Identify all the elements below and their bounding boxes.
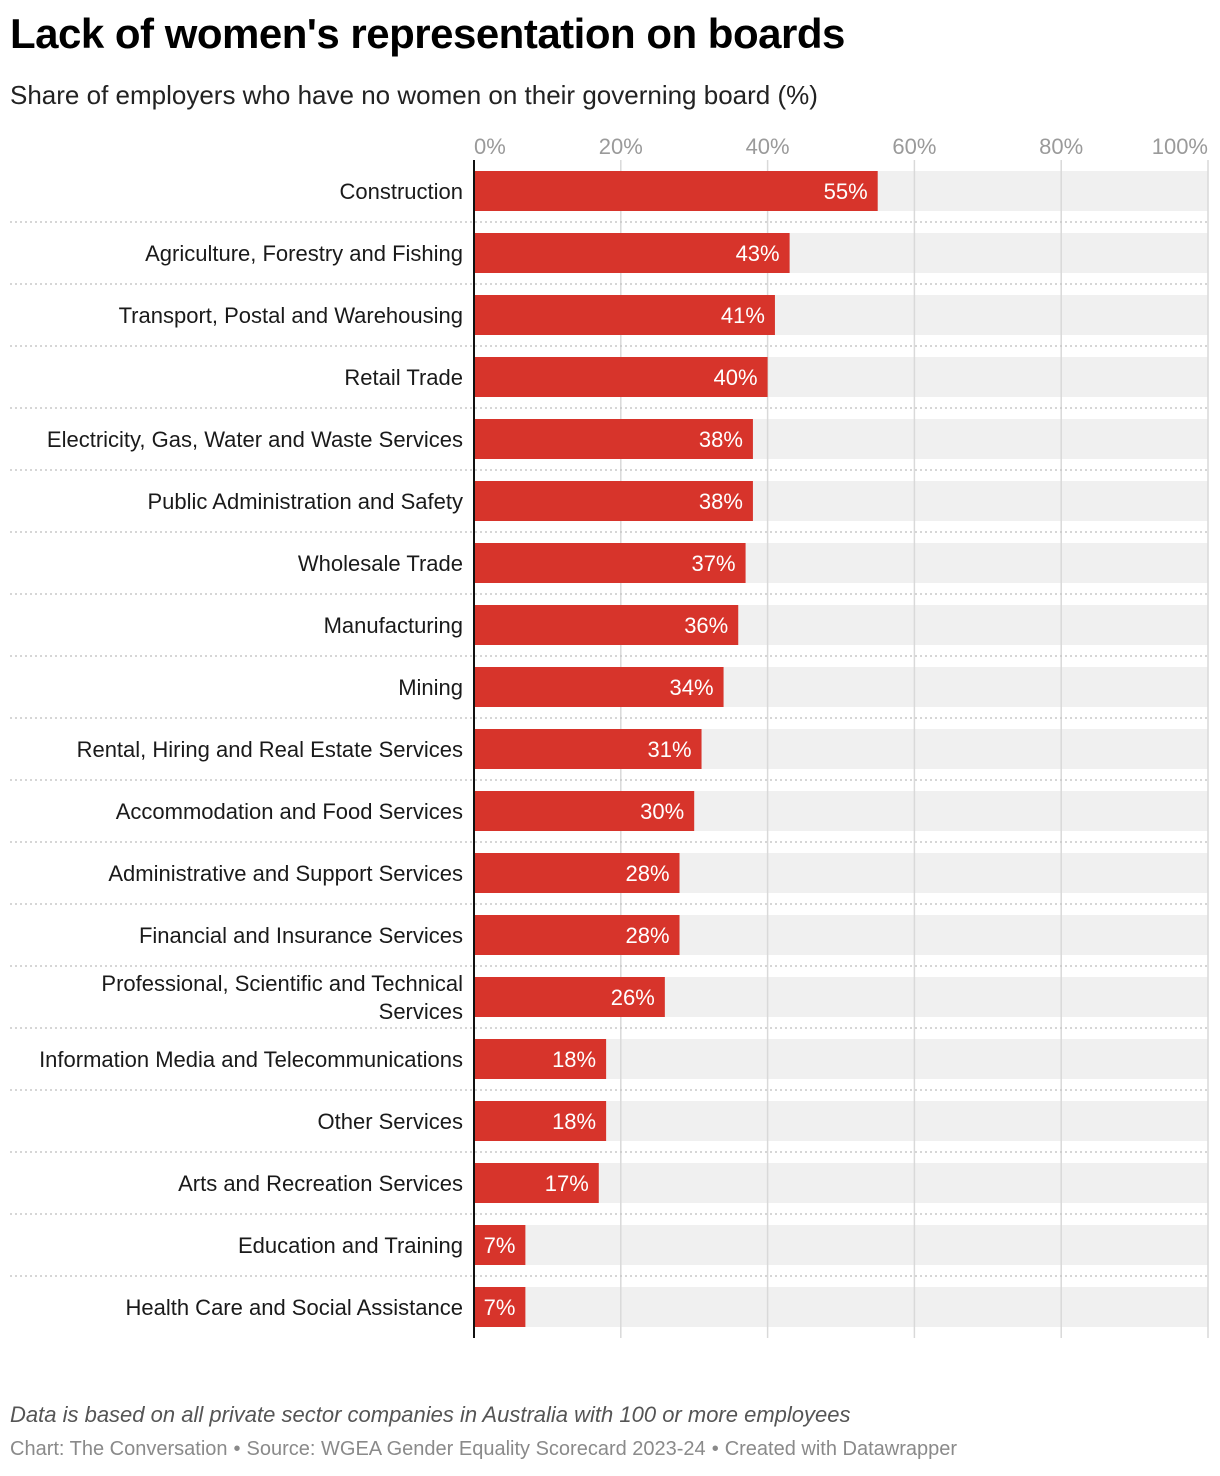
bar [474, 977, 665, 1017]
bar-track [474, 1225, 1208, 1265]
bar [474, 171, 878, 211]
category-label: Agriculture, Forestry and Fishing [145, 241, 463, 266]
bar-value-label: 30% [640, 799, 684, 824]
bar [474, 1039, 607, 1079]
x-tick-label: 40% [746, 134, 790, 159]
category-label: Wholesale Trade [298, 551, 463, 576]
separator: • [233, 1438, 241, 1460]
category-label: Rental, Hiring and Real Estate Services [77, 737, 463, 762]
bar-value-label: 28% [625, 923, 669, 948]
bar [474, 357, 768, 397]
x-tick-label: 80% [1039, 134, 1083, 159]
credit-text: Chart: The Conversation [10, 1438, 228, 1460]
bar [474, 1163, 599, 1203]
bar-value-label: 41% [721, 303, 765, 328]
bar [474, 481, 753, 521]
bar-value-label: 17% [545, 1171, 589, 1196]
category-label: Public Administration and Safety [147, 489, 463, 514]
bar [474, 419, 753, 459]
category-label: Financial and Insurance Services [139, 923, 463, 948]
bar-value-label: 28% [625, 861, 669, 886]
bar [474, 791, 695, 831]
x-tick-label: 20% [599, 134, 643, 159]
bar-value-label: 38% [699, 489, 743, 514]
bar-value-label: 34% [670, 675, 714, 700]
separator: • [711, 1438, 719, 1460]
bar [474, 233, 790, 273]
bar [474, 543, 746, 583]
category-label: Electricity, Gas, Water and Waste Servic… [47, 427, 463, 452]
bar [474, 1225, 526, 1265]
category-label: Retail Trade [344, 365, 463, 390]
category-label: Manufacturing [324, 613, 463, 638]
category-label: Administrative and Support Services [108, 861, 463, 886]
x-tick-label: 60% [892, 134, 936, 159]
chart-subtitle: Share of employers who have no women on … [10, 80, 818, 110]
category-label: Construction [339, 179, 463, 204]
bar [474, 915, 680, 955]
category-label: Education and Training [238, 1233, 463, 1258]
category-label: Information Media and Telecommunications [39, 1047, 463, 1072]
bar-value-label: 55% [824, 179, 868, 204]
tool-text: Created with Datawrapper [724, 1438, 958, 1460]
bar [474, 1287, 526, 1327]
category-label: Professional, Scientific and Technical Se… [101, 971, 463, 1024]
bar-value-label: 43% [736, 241, 780, 266]
category-label: Arts and Recreation Services [178, 1171, 463, 1196]
chart-footer: Chart: The Conversation • Source: WGEA Gen… [10, 1438, 957, 1461]
category-label: Other Services [318, 1109, 464, 1134]
x-tick-label: 100% [1152, 134, 1208, 159]
bar [474, 667, 724, 707]
source-text: Source: WGEA Gender Equality Scorecard 2… [246, 1438, 706, 1460]
bar-value-label: 36% [684, 613, 728, 638]
bar-value-label: 38% [699, 427, 743, 452]
chart-title: Lack of women's representation on boards [10, 10, 845, 57]
bar-value-label: 18% [552, 1047, 596, 1072]
bar [474, 605, 739, 645]
chart-note: Data is based on all private sector comp… [10, 1402, 851, 1427]
category-label: Transport, Postal and Warehousing [119, 303, 463, 328]
bar [474, 729, 702, 769]
bar [474, 853, 680, 893]
bar-chart: 0% 20% 40% 60% 80% 100% 55% Construction 43% Agri… [10, 134, 1209, 1338]
bar [474, 1101, 607, 1141]
bar-value-label: 26% [611, 985, 655, 1010]
bar-value-label: 7% [484, 1295, 516, 1320]
bar-value-label: 31% [647, 737, 691, 762]
bar [474, 295, 775, 335]
bar-value-label: 18% [552, 1109, 596, 1134]
category-label: Health Care and Social Assistance [125, 1295, 463, 1320]
bar-track [474, 1287, 1208, 1327]
bar-value-label: 7% [484, 1233, 516, 1258]
bar-value-label: 37% [692, 551, 736, 576]
bar-value-label: 40% [714, 365, 758, 390]
category-label: Mining [398, 675, 463, 700]
category-label: Accommodation and Food Services [116, 799, 463, 824]
x-tick-label: 0% [474, 134, 506, 159]
